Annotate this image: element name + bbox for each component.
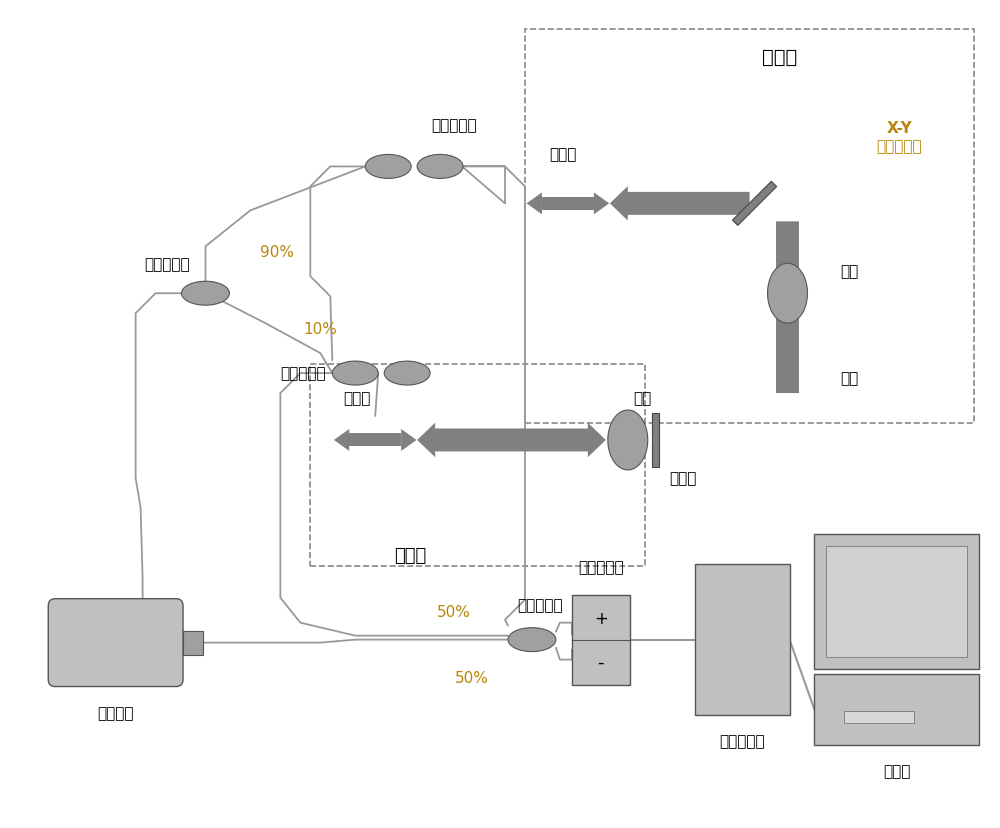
Text: 数据采集卡: 数据采集卡 (719, 733, 765, 748)
Text: 光纤环形器: 光纤环形器 (431, 118, 477, 132)
Bar (349, 434, 401, 447)
Text: 光纤耦合器: 光纤耦合器 (145, 257, 190, 272)
Text: +: + (594, 609, 608, 627)
Ellipse shape (384, 362, 430, 386)
Polygon shape (401, 430, 417, 451)
Polygon shape (594, 193, 609, 215)
Bar (542, 198, 594, 210)
Text: 90%: 90% (260, 244, 294, 259)
Ellipse shape (508, 628, 556, 652)
Polygon shape (527, 193, 542, 215)
Text: 透镜: 透镜 (840, 263, 859, 278)
Bar (814, 534, 979, 669)
Text: 50%: 50% (455, 670, 489, 686)
Text: 光纤耦合器: 光纤耦合器 (517, 598, 563, 613)
Text: 准直器: 准直器 (549, 147, 577, 161)
Polygon shape (608, 411, 648, 470)
Text: 参考臂: 参考臂 (394, 546, 426, 564)
Ellipse shape (417, 155, 463, 179)
Text: 平衡探测器: 平衡探测器 (578, 560, 624, 575)
Text: -: - (598, 652, 604, 671)
Polygon shape (770, 306, 805, 393)
Text: X-Y
振镜扫描仪: X-Y 振镜扫描仪 (877, 121, 922, 153)
FancyBboxPatch shape (48, 599, 183, 686)
Ellipse shape (182, 282, 229, 306)
Bar (310, 364, 645, 566)
Text: 计算机: 计算机 (883, 763, 911, 778)
Text: 光纤环形器: 光纤环形器 (281, 366, 326, 381)
Text: 样品臂: 样品臂 (762, 48, 797, 67)
Text: 反射镜: 反射镜 (669, 471, 696, 486)
Text: 10%: 10% (303, 321, 337, 336)
Bar (826, 546, 967, 657)
Bar (652, 413, 659, 468)
Text: 准直器: 准直器 (344, 391, 371, 406)
Bar (844, 711, 914, 724)
Polygon shape (770, 222, 805, 312)
Bar (183, 631, 203, 655)
Ellipse shape (365, 155, 411, 179)
Text: 样品: 样品 (840, 371, 859, 386)
Polygon shape (334, 430, 349, 451)
Bar (572, 595, 630, 685)
Bar (695, 564, 790, 715)
Polygon shape (610, 187, 750, 221)
Text: 50%: 50% (437, 604, 471, 619)
Polygon shape (733, 182, 777, 226)
Bar (525, 30, 974, 423)
Text: 扫频光源: 扫频光源 (97, 705, 134, 720)
Polygon shape (417, 423, 606, 458)
Polygon shape (768, 264, 807, 324)
Text: 透镜: 透镜 (634, 391, 652, 406)
Bar (814, 674, 979, 745)
Ellipse shape (332, 362, 378, 386)
